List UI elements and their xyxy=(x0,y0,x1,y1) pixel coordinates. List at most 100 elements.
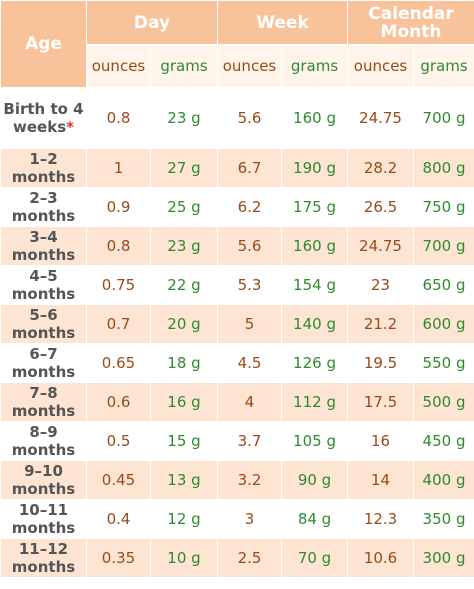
month-grams-cell: 550 g xyxy=(413,343,474,383)
age-cell: 3–4 months xyxy=(0,226,87,266)
day-ounces-cell: 0.35 xyxy=(86,538,151,578)
age-label: 1–2 months xyxy=(11,150,76,186)
age-cell: 11–12 months xyxy=(0,538,87,578)
month-grams-cell: 300 g xyxy=(413,538,474,578)
footnote-marker: * xyxy=(66,118,74,136)
table-row: 9–10 months 0.45 13 g 3.2 90 g 14 400 g xyxy=(0,460,474,500)
week-grams-cell: 154 g xyxy=(280,265,349,305)
day-ounces-header: ounces xyxy=(86,44,151,88)
month-ounces-cell: 21.2 xyxy=(347,304,415,344)
day-ounces-cell: 0.75 xyxy=(86,265,151,305)
day-grams-cell: 16 g xyxy=(150,382,218,422)
unit-header-row: ounces grams ounces grams ounces grams xyxy=(1,44,474,88)
table-row: 11–12 months 0.35 10 g 2.5 70 g 10.6 300 g xyxy=(0,538,474,578)
table-row: 5–6 months 0.7 20 g 5 140 g 21.2 600 g xyxy=(0,304,474,344)
week-grams-cell: 112 g xyxy=(280,382,349,422)
table-row: 4–5 months 0.75 22 g 5.3 154 g 23 650 g xyxy=(0,265,474,305)
day-ounces-cell: 0.8 xyxy=(86,87,151,149)
month-grams-header: grams xyxy=(413,44,474,88)
week-grams-cell: 84 g xyxy=(280,499,349,539)
age-label: 2–3 months xyxy=(11,189,76,225)
age-cell: 1–2 months xyxy=(0,148,87,188)
day-grams-cell: 22 g xyxy=(150,265,218,305)
day-grams-cell: 20 g xyxy=(150,304,218,344)
age-label: 8–9 months xyxy=(11,423,76,459)
week-ounces-cell: 6.7 xyxy=(217,148,282,188)
age-label: 7–8 months xyxy=(11,384,76,420)
month-grams-cell: 650 g xyxy=(413,265,474,305)
week-grams-cell: 190 g xyxy=(280,148,349,188)
week-ounces-cell: 4.5 xyxy=(217,343,282,383)
day-grams-cell: 12 g xyxy=(150,499,218,539)
month-ounces-cell: 16 xyxy=(347,421,415,461)
day-ounces-cell: 0.7 xyxy=(86,304,151,344)
table-row: 6–7 months 0.65 18 g 4.5 126 g 19.5 550 g xyxy=(0,343,474,383)
month-column-header: Calendar Month xyxy=(347,0,474,45)
week-grams-cell: 90 g xyxy=(280,460,349,500)
day-grams-header: grams xyxy=(150,44,218,88)
month-grams-cell: 350 g xyxy=(413,499,474,539)
week-grams-header: grams xyxy=(280,44,349,88)
age-cell: 9–10 months xyxy=(0,460,87,500)
week-ounces-cell: 5.3 xyxy=(217,265,282,305)
month-ounces-cell: 24.75 xyxy=(347,87,415,149)
day-column-header: Day xyxy=(86,0,218,45)
week-ounces-cell: 2.5 xyxy=(217,538,282,578)
week-ounces-cell: 3.7 xyxy=(217,421,282,461)
week-grams-cell: 160 g xyxy=(280,226,349,266)
month-ounces-cell: 19.5 xyxy=(347,343,415,383)
age-cell: 7–8 months xyxy=(0,382,87,422)
header-row: Age Day Week Calendar Month xyxy=(0,0,474,88)
table-row: Birth to 4 weeks* 0.8 23 g 5.6 160 g 24.75 700… xyxy=(0,87,474,149)
day-grams-cell: 25 g xyxy=(150,187,218,227)
day-ounces-cell: 1 xyxy=(86,148,151,188)
day-grams-cell: 23 g xyxy=(150,226,218,266)
day-ounces-cell: 0.6 xyxy=(86,382,151,422)
week-grams-cell: 160 g xyxy=(280,87,349,149)
day-ounces-cell: 0.65 xyxy=(86,343,151,383)
age-label: 9–10 months xyxy=(11,462,76,498)
age-label: Birth to 4 weeks xyxy=(3,100,84,136)
age-label: 11–12 months xyxy=(11,540,76,576)
month-ounces-header: ounces xyxy=(347,44,415,88)
table-row: 1–2 months 1 27 g 6.7 190 g 28.2 800 g xyxy=(0,148,474,188)
week-grams-cell: 126 g xyxy=(280,343,349,383)
table-row: 10–11 months 0.4 12 g 3 84 g 12.3 350 g xyxy=(0,499,474,539)
month-grams-cell: 500 g xyxy=(413,382,474,422)
month-grams-cell: 600 g xyxy=(413,304,474,344)
month-grams-cell: 450 g xyxy=(413,421,474,461)
month-grams-cell: 700 g xyxy=(413,226,474,266)
month-ounces-cell: 26.5 xyxy=(347,187,415,227)
month-ounces-cell: 24.75 xyxy=(347,226,415,266)
age-label: 3–4 months xyxy=(11,228,76,264)
table-row: 7–8 months 0.6 16 g 4 112 g 17.5 500 g xyxy=(0,382,474,422)
week-grams-cell: 175 g xyxy=(280,187,349,227)
age-column-header: Age xyxy=(0,0,87,88)
month-grams-cell: 400 g xyxy=(413,460,474,500)
day-grams-cell: 13 g xyxy=(150,460,218,500)
age-cell: Birth to 4 weeks* xyxy=(0,87,87,149)
day-ounces-cell: 0.5 xyxy=(86,421,151,461)
week-ounces-header: ounces xyxy=(217,44,282,88)
table-row: 8–9 months 0.5 15 g 3.7 105 g 16 450 g xyxy=(0,421,474,461)
day-ounces-cell: 0.9 xyxy=(86,187,151,227)
week-ounces-cell: 3.2 xyxy=(217,460,282,500)
week-ounces-cell: 4 xyxy=(217,382,282,422)
day-ounces-cell: 0.4 xyxy=(86,499,151,539)
week-ounces-cell: 5.6 xyxy=(217,87,282,149)
day-grams-cell: 10 g xyxy=(150,538,218,578)
month-ounces-cell: 23 xyxy=(347,265,415,305)
week-ounces-cell: 5 xyxy=(217,304,282,344)
week-grams-cell: 140 g xyxy=(280,304,349,344)
week-column-header: Week xyxy=(216,0,349,45)
table-body: Birth to 4 weeks* 0.8 23 g 5.6 160 g 24.75 700… xyxy=(0,87,474,578)
week-ounces-cell: 3 xyxy=(217,499,282,539)
age-cell: 8–9 months xyxy=(0,421,87,461)
day-grams-cell: 27 g xyxy=(150,148,218,188)
age-label: 6–7 months xyxy=(11,345,76,381)
table-row: 3–4 months 0.8 23 g 5.6 160 g 24.75 700 g xyxy=(0,226,474,266)
month-ounces-cell: 17.5 xyxy=(347,382,415,422)
month-ounces-cell: 10.6 xyxy=(347,538,415,578)
week-grams-cell: 70 g xyxy=(280,538,349,578)
